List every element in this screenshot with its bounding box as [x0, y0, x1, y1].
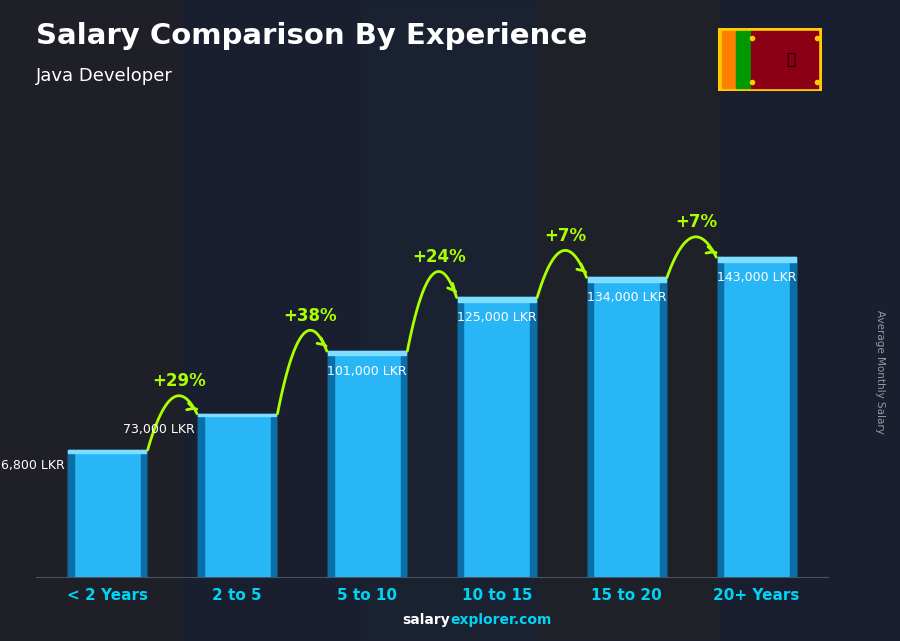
- Text: +24%: +24%: [412, 248, 465, 266]
- Bar: [271, 413, 276, 577]
- Text: Average Monthly Salary: Average Monthly Salary: [875, 310, 886, 434]
- Bar: [458, 297, 464, 577]
- Bar: [198, 413, 276, 577]
- Bar: [458, 297, 536, 577]
- Text: 56,800 LKR: 56,800 LKR: [0, 459, 65, 472]
- Bar: [751, 31, 818, 88]
- Text: 73,000 LKR: 73,000 LKR: [122, 422, 194, 436]
- Text: +29%: +29%: [152, 372, 206, 390]
- Bar: [400, 351, 406, 577]
- Bar: [0, 0, 180, 641]
- Bar: [736, 31, 751, 88]
- Bar: [328, 351, 334, 577]
- Bar: [360, 0, 540, 641]
- Bar: [717, 257, 796, 262]
- Bar: [717, 257, 796, 577]
- Bar: [68, 450, 74, 577]
- Text: +38%: +38%: [284, 306, 338, 325]
- Bar: [717, 257, 723, 577]
- Text: salary: salary: [402, 613, 450, 627]
- Bar: [530, 297, 536, 577]
- Text: 134,000 LKR: 134,000 LKR: [587, 291, 667, 304]
- Text: Java Developer: Java Developer: [36, 67, 173, 85]
- Text: +7%: +7%: [675, 213, 717, 231]
- Bar: [458, 297, 536, 302]
- Bar: [68, 450, 147, 577]
- Bar: [588, 278, 666, 577]
- Bar: [180, 0, 360, 641]
- Bar: [328, 351, 406, 577]
- Text: +7%: +7%: [544, 227, 587, 245]
- Bar: [540, 0, 720, 641]
- Bar: [141, 450, 147, 577]
- Text: 101,000 LKR: 101,000 LKR: [328, 365, 407, 378]
- Text: explorer.com: explorer.com: [450, 613, 552, 627]
- Text: 🦁: 🦁: [786, 52, 796, 67]
- Bar: [790, 257, 796, 577]
- Bar: [722, 31, 736, 88]
- Bar: [588, 278, 666, 282]
- Text: 143,000 LKR: 143,000 LKR: [716, 271, 796, 284]
- Bar: [198, 413, 203, 577]
- Bar: [328, 351, 406, 354]
- Bar: [198, 413, 276, 417]
- Text: 125,000 LKR: 125,000 LKR: [457, 311, 536, 324]
- Bar: [588, 278, 593, 577]
- Bar: [661, 278, 666, 577]
- Bar: [720, 0, 900, 641]
- Bar: [68, 450, 147, 453]
- Text: Salary Comparison By Experience: Salary Comparison By Experience: [36, 22, 587, 51]
